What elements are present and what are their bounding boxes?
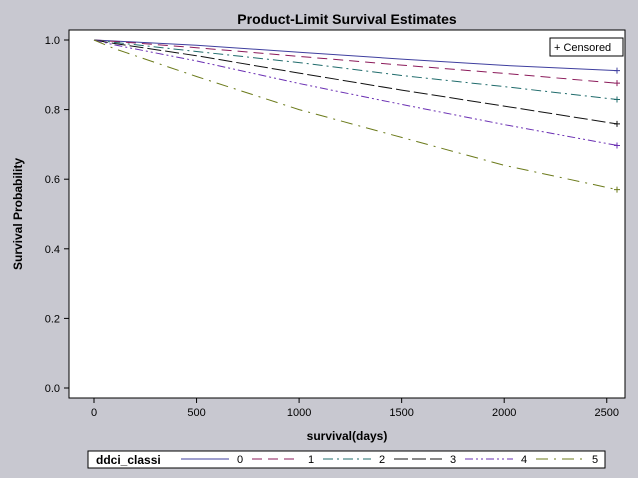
censor-mark-2 [614,96,620,103]
x-tick-label: 0 [91,407,97,419]
plot-area [68,29,626,399]
y-tick-label: 1.0 [45,35,60,47]
x-tick-label: 2000 [492,407,516,419]
x-axis-label: survival(days) [307,429,388,443]
y-tick-label: 0.2 [45,313,60,325]
legend-label-4: 4 [521,454,527,466]
series-line-2 [93,39,618,100]
legend-label-2: 2 [379,454,385,466]
censor-mark-3 [614,120,620,127]
series-line-3 [93,39,618,125]
censor-mark-1 [614,80,620,87]
series-lines [93,39,620,193]
y-tick-label: 0.8 [45,105,60,117]
censor-mark-0 [614,67,620,74]
censored-legend-box: + Censored [549,37,624,57]
chart-title: Product-Limit Survival Estimates [237,11,457,27]
legend-label-1: 1 [308,454,314,466]
x-axis: 0 500 1000 1500 2000 2500 [91,398,619,419]
legend-label-5: 5 [592,454,598,466]
x-tick-label: 1500 [389,407,413,419]
censored-legend-text: + Censored [554,42,611,54]
y-axis: 0.0 0.2 0.4 0.6 0.8 1.0 [45,35,69,395]
y-tick-label: 0.6 [45,174,60,186]
x-tick-label: 500 [187,407,205,419]
censor-mark-4 [614,142,620,149]
series-line-1 [93,39,618,84]
series-line-4 [93,39,618,146]
x-tick-label: 2500 [595,407,619,419]
y-tick-label: 0.0 [45,383,60,395]
x-tick-label: 1000 [287,407,311,419]
y-tick-label: 0.4 [45,244,60,256]
series-line-5 [93,39,618,191]
legend-title: ddci_classi [96,453,161,467]
y-axis-label: Survival Probability [11,158,25,270]
legend-label-3: 3 [450,454,456,466]
legend-label-0: 0 [237,454,243,466]
legend: ddci_classi 0 1 2 3 4 5 [87,450,606,469]
censor-mark-5 [614,186,620,193]
